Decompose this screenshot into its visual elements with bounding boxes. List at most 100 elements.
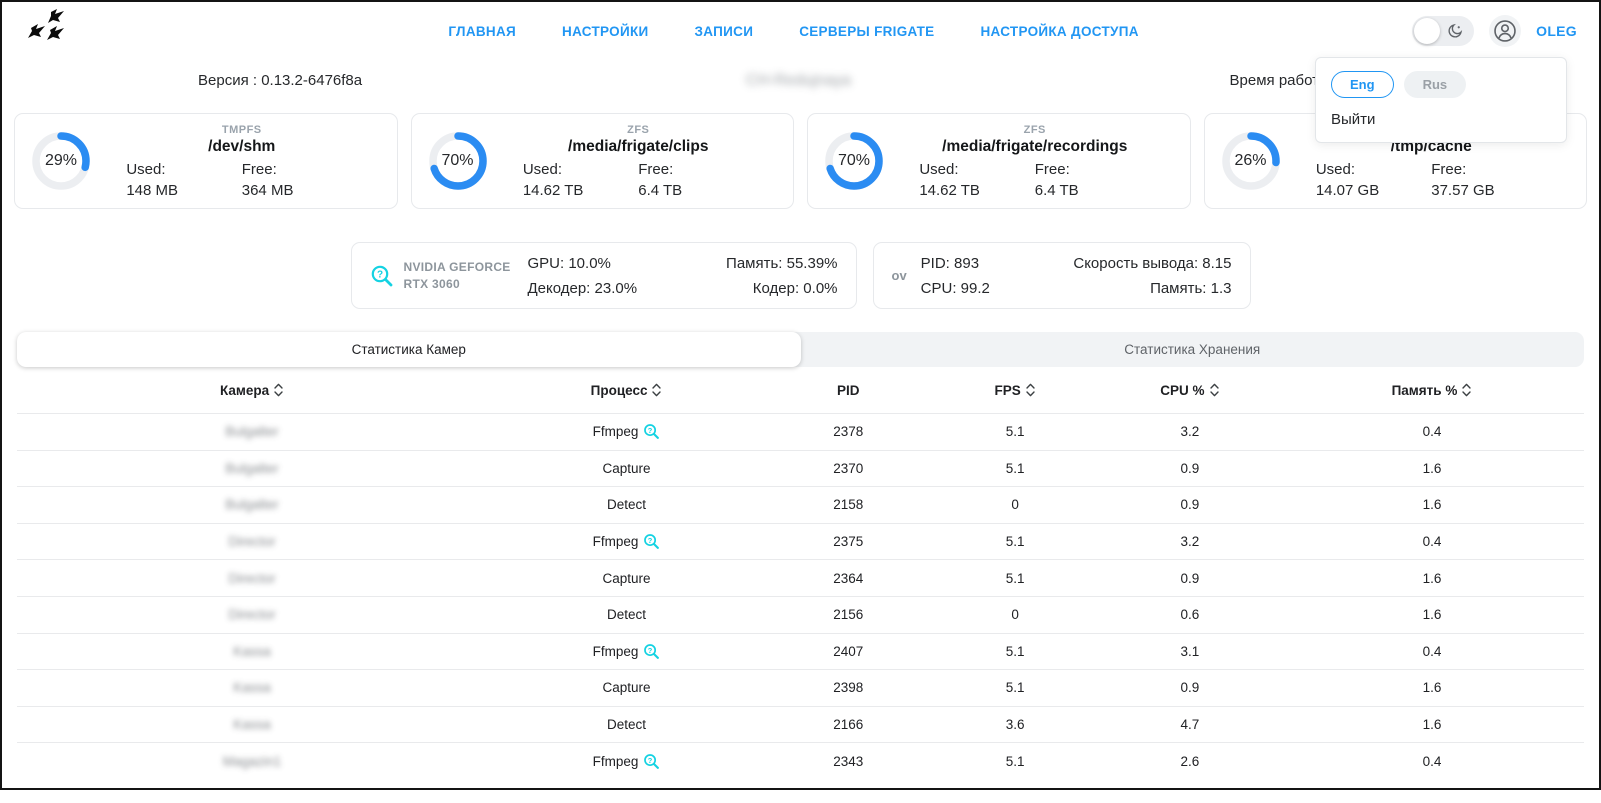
svg-text:?: ? — [648, 755, 653, 764]
search-question-icon[interactable]: ? — [643, 753, 660, 770]
free-label: Free: — [241, 160, 277, 178]
fps-cell: 5.1 — [1005, 570, 1025, 586]
storage-card-body: ZFS /media/frigate/clips Used: Free: 14.… — [498, 124, 780, 199]
used-label: Used: — [919, 160, 959, 178]
pid-cell: 2156 — [833, 607, 864, 623]
gpu-name-label: NVIDIA GEFORCE RTX 3060 — [403, 260, 511, 291]
camera-name-cell: Director — [228, 570, 276, 586]
used-label: Used: — [522, 160, 563, 178]
logout-menu-item[interactable]: Выйти — [1331, 111, 1376, 128]
search-question-icon[interactable]: ? — [643, 533, 660, 550]
usage-percent-label: 70% — [441, 152, 474, 169]
process-cell: Ffmpeg ? — [487, 533, 766, 550]
column-header-процесс[interactable]: Процесс — [487, 382, 766, 398]
mem-cell: 1.6 — [1422, 570, 1442, 586]
used-value: 14.62 TB — [522, 181, 584, 199]
nav-item-настройки[interactable]: НАСТРОЙКИ — [562, 23, 649, 39]
frigate-birds-logo — [28, 9, 64, 40]
table-row: Kassa Detect 2166 3.6 4.7 1.6 — [17, 705, 1584, 743]
storage-card-body: ZFS /media/frigate/recordings Used: Free… — [894, 124, 1176, 199]
mount-path-label: /media/frigate/clips — [568, 137, 709, 155]
table-row: Bulgalter Ffmpeg ? 2378 5.1 3.2 0.4 — [17, 413, 1584, 450]
column-label: Память % — [1391, 382, 1458, 398]
cpu-cell: 3.2 — [1180, 534, 1200, 550]
fps-cell: 3.6 — [1005, 717, 1025, 733]
storage-card-media-frigate-recordings: 70% ZFS /media/frigate/recordings Used: … — [807, 113, 1191, 209]
process-cell: Ffmpeg ? — [487, 753, 766, 770]
usage-percent-label: 29% — [44, 152, 78, 169]
column-header-cpu[interactable]: CPU % — [1100, 382, 1280, 398]
stats-tabs: Статистика Камер Статистика Хранения — [17, 332, 1584, 367]
free-label: Free: — [1034, 160, 1070, 178]
cpu-cell: 3.2 — [1180, 424, 1200, 440]
column-label: Камера — [219, 382, 270, 398]
mem-cell: 1.6 — [1422, 717, 1442, 733]
process-cell: Ffmpeg ? — [487, 643, 766, 660]
used-free-grid: Used: Free: 14.62 TB 6.4 TB — [498, 161, 780, 199]
process-cell: Detect — [487, 607, 766, 622]
camera-name-cell: Bulgalter — [225, 424, 279, 440]
table-body: Bulgalter Ffmpeg ? 2378 5.1 3.2 0.4 Bulg… — [17, 413, 1584, 779]
fps-cell: 0 — [1011, 497, 1019, 513]
used-label: Used: — [126, 160, 166, 178]
table-header-row: Камера Процесс PID FPS CPU % Память % — [17, 367, 1584, 413]
lang-rus-button[interactable]: Rus — [1403, 71, 1467, 98]
donut-wrap: 70% — [426, 129, 490, 193]
camera-name-cell: Director — [228, 607, 276, 623]
tab-статистика-хранения[interactable]: Статистика Хранения — [1124, 342, 1261, 357]
mem-cell: 0.4 — [1422, 753, 1442, 769]
free-value: 364 MB — [241, 181, 294, 199]
lang-eng-button[interactable]: Eng — [1331, 71, 1394, 98]
stat-line: Декодер: 23.0% — [527, 279, 638, 297]
column-label: PID — [837, 382, 860, 398]
table-row: Director Detect 2156 0 0.6 1.6 — [17, 595, 1584, 633]
user-avatar[interactable] — [1489, 15, 1522, 47]
camera-name-cell: Director — [228, 534, 276, 550]
column-label: CPU % — [1160, 382, 1205, 398]
version-label: Версия : 0.13.2-6476f8a — [198, 72, 363, 89]
tab-статистика-камер[interactable]: Статистика Камер — [17, 332, 801, 367]
pid-cell: 2378 — [833, 424, 864, 440]
process-label: Ffmpeg — [592, 534, 639, 550]
svg-text:?: ? — [648, 536, 653, 545]
cpu-cell: 0.9 — [1180, 570, 1200, 586]
search-question-icon[interactable]: ? — [370, 264, 394, 288]
cpu-cell: 0.9 — [1180, 497, 1200, 513]
theme-toggle-knob — [1414, 18, 1441, 44]
process-label: Detect — [607, 607, 647, 623]
used-value: 148 MB — [126, 181, 179, 199]
pid-cell: 2364 — [833, 570, 864, 586]
mem-cell: 1.6 — [1422, 680, 1442, 696]
theme-toggle[interactable] — [1412, 16, 1475, 46]
cpu-cell: 3.1 — [1180, 643, 1200, 659]
stat-line: Кодер: 0.0% — [752, 279, 838, 297]
sort-arrows-icon — [1026, 383, 1035, 397]
username-button[interactable]: OLEG — [1536, 23, 1577, 39]
usage-donut-chart — [428, 132, 487, 190]
search-question-icon[interactable]: ? — [643, 643, 660, 660]
column-header-память[interactable]: Память % — [1280, 382, 1584, 398]
search-question-icon[interactable]: ? — [643, 423, 660, 440]
mem-cell: 1.6 — [1422, 497, 1442, 513]
svg-text:?: ? — [648, 646, 653, 655]
process-label: Ffmpeg — [592, 753, 639, 769]
mem-cell: 1.6 — [1422, 607, 1442, 623]
mount-path-label: /dev/shm — [208, 137, 276, 155]
nav-item-серверы-frigate[interactable]: СЕРВЕРЫ FRIGATE — [799, 23, 935, 39]
nav-item-настройка-доступа[interactable]: НАСТРОЙКА ДОСТУПА — [980, 23, 1139, 39]
stat-line: PID: 893 — [920, 254, 980, 272]
pid-cell: 2398 — [833, 680, 864, 696]
nav-item-главная[interactable]: ГЛАВНАЯ — [448, 23, 517, 39]
column-header-fps[interactable]: FPS — [931, 382, 1100, 398]
process-cell: Detect — [487, 717, 766, 732]
pid-cell: 2375 — [833, 534, 864, 550]
nav-item-записи[interactable]: ЗАПИСИ — [694, 23, 754, 39]
pid-cell: 2343 — [833, 753, 864, 769]
column-header-камера[interactable]: Камера — [17, 382, 487, 398]
storage-card-media-frigate-clips: 70% ZFS /media/frigate/clips Used: Free:… — [410, 113, 794, 209]
process-label: Detect — [607, 497, 647, 513]
process-label: Detect — [607, 717, 647, 733]
usage-percent-label: 26% — [1234, 152, 1267, 169]
process-label: Ffmpeg — [592, 424, 639, 440]
table-row: Bulgalter Detect 2158 0 0.9 1.6 — [17, 486, 1584, 523]
